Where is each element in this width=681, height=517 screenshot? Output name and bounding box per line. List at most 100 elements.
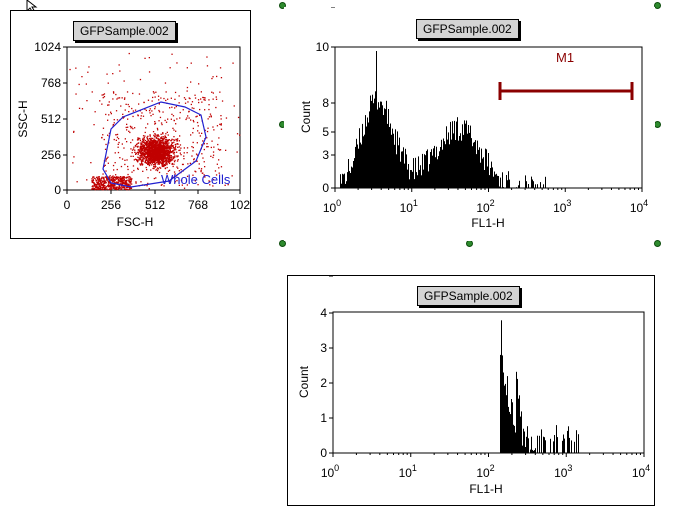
resize-handle-bm[interactable] <box>466 240 473 247</box>
scatter-dot <box>131 149 134 151</box>
scatter-dot <box>123 182 125 184</box>
scatter-dot <box>212 154 215 156</box>
scatter-dot <box>141 112 143 114</box>
scatter-dot <box>163 185 165 187</box>
scatter-dot <box>129 125 132 127</box>
scatter-dot <box>117 186 119 188</box>
scatter-dot <box>73 130 75 133</box>
scatter-dot <box>150 154 153 156</box>
scatter-dot <box>207 127 209 129</box>
scatter-dot <box>160 156 162 158</box>
resize-handle-tl[interactable] <box>279 2 286 9</box>
scatter-dot <box>153 164 155 166</box>
scatter-dot <box>98 176 100 178</box>
scatter-dot <box>138 103 140 105</box>
histogram-bar <box>489 175 490 188</box>
scatter-dot <box>175 148 177 151</box>
y-tick-label: 2 <box>320 376 327 390</box>
scatter-dot <box>126 159 128 161</box>
scatter-dot <box>198 163 200 165</box>
scatter-dot <box>132 110 134 112</box>
scatter-dot <box>107 162 109 164</box>
histogram-bar <box>574 441 575 453</box>
scatter-dot <box>99 188 102 190</box>
scatter-dot <box>137 168 139 170</box>
scatter-dot <box>106 73 108 75</box>
scatter-dot <box>165 146 167 148</box>
histogram-bar <box>534 450 535 453</box>
scatter-dot <box>142 159 144 161</box>
scatter-dot <box>98 188 100 190</box>
scatter-dot <box>145 141 148 143</box>
scatter-dot <box>171 138 173 140</box>
scatter-dot <box>188 111 190 113</box>
scatter-dot <box>103 181 105 183</box>
dot-plot-panel[interactable]: GFPSample.002 Whole Cells 0 256 512 768 1024… <box>10 10 251 239</box>
scatter-dot <box>126 91 129 93</box>
scatter-dot <box>177 159 179 161</box>
scatter-dot <box>148 188 150 190</box>
histogram-bar <box>550 438 551 453</box>
scatter-dot <box>142 144 145 146</box>
scatter-dot <box>131 126 133 128</box>
histogram-bar <box>382 105 383 188</box>
scatter-dot <box>148 146 150 148</box>
resize-handle-bl[interactable] <box>279 240 286 247</box>
scatter-dot <box>164 158 166 160</box>
scatter-dot <box>110 184 112 186</box>
scatter-dot <box>146 136 148 138</box>
scatter-dot <box>221 100 224 102</box>
scatter-dot <box>152 167 154 170</box>
scatter-dot <box>148 160 150 162</box>
scatter-dot <box>94 184 96 186</box>
scatter-dot <box>103 186 105 188</box>
resize-handle-mr[interactable] <box>654 121 661 128</box>
scatter-dot <box>194 180 196 182</box>
resize-handle-tr[interactable] <box>654 2 661 9</box>
scatter-dot <box>164 150 166 152</box>
scatter-dot <box>169 154 171 156</box>
scatter-dot <box>185 118 187 121</box>
scatter-dot <box>204 176 206 178</box>
scatter-dot <box>163 150 165 152</box>
scatter-dot <box>170 155 172 157</box>
histogram-bar <box>522 445 523 453</box>
scatter-dot <box>125 126 127 129</box>
scatter-dot <box>190 119 192 121</box>
scatter-dot <box>186 152 188 154</box>
scatter-dot <box>103 93 106 95</box>
histogram-bar <box>348 159 349 188</box>
scatter-dot <box>134 127 136 129</box>
scatter-dot <box>211 91 213 93</box>
scatter-dot <box>216 125 219 127</box>
scatter-dot <box>88 66 90 68</box>
scatter-dot <box>141 146 143 148</box>
scatter-dot <box>227 184 229 186</box>
histogram-bar <box>405 148 406 188</box>
scatter-dot <box>175 138 177 140</box>
scatter-dot <box>147 148 150 150</box>
scatter-dot <box>186 86 189 89</box>
scatter-dot <box>176 118 178 120</box>
scatter-dot <box>166 160 168 163</box>
resize-handle-br[interactable] <box>654 240 661 247</box>
scatter-dot <box>154 122 157 124</box>
scatter-dot <box>145 144 148 147</box>
scatter-dot <box>157 95 160 97</box>
scatter-dot <box>144 131 146 134</box>
scatter-dot <box>121 178 123 180</box>
scatter-dot <box>108 181 110 183</box>
scatter-dot <box>187 163 189 165</box>
y-tick-label: 1 <box>320 276 327 279</box>
scatter-dot <box>96 187 98 189</box>
scatter-dot <box>97 183 99 185</box>
scatter-dot <box>146 159 148 162</box>
histogram-bar <box>448 132 449 188</box>
histogram-bar <box>373 103 374 188</box>
scatter-dot <box>165 137 167 139</box>
scatter-dot <box>128 111 130 113</box>
histogram-bar <box>417 175 418 188</box>
scatter-dot <box>157 156 159 158</box>
